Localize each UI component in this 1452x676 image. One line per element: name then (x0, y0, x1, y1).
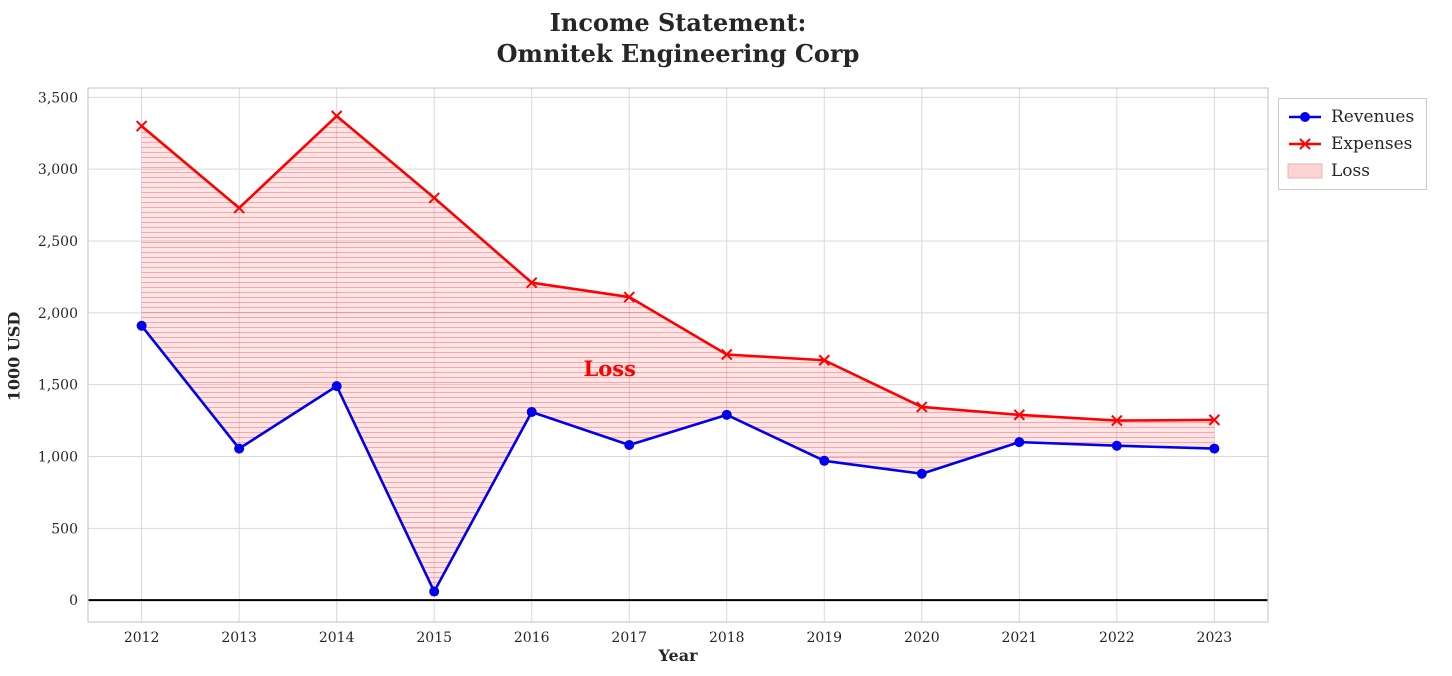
expenses-marker (428, 192, 440, 204)
x-tick-label: 2017 (611, 630, 647, 646)
x-axis-label: Year (658, 646, 698, 665)
revenues-marker (916, 468, 927, 479)
revenues-marker (1209, 443, 1220, 454)
y-tick-label: 2,500 (38, 234, 78, 250)
legend-label: Loss (1331, 161, 1370, 181)
y-tick-label: 3,500 (38, 90, 78, 106)
x-tick-label: 2018 (709, 630, 745, 646)
revenues-marker (624, 440, 635, 451)
y-tick-label: 1,500 (38, 378, 78, 394)
x-tick-label: 2014 (319, 630, 355, 646)
x-tick-label: 2023 (1197, 630, 1233, 646)
legend-entry-revenues: Revenues (1287, 107, 1414, 127)
x-tick-label: 2022 (1099, 630, 1135, 646)
legend-entry-expenses: Expenses (1287, 134, 1414, 154)
y-tick-label: 1,000 (38, 449, 78, 465)
chart-title: Income Statement: Omnitek Engineering Co… (88, 8, 1268, 69)
revenues-marker (136, 320, 147, 331)
x-tick-label: 2020 (904, 630, 940, 646)
legend: Revenues Expenses Loss (1278, 98, 1428, 190)
chart-title-line1: Income Statement: (549, 8, 807, 37)
revenues-marker (819, 455, 830, 466)
y-tick-label: 0 (69, 593, 78, 609)
expenses-marker (818, 354, 830, 366)
expenses-line-icon (1289, 138, 1321, 150)
revenues-marker (234, 443, 245, 454)
x-tick-label: 2019 (806, 630, 842, 646)
legend-label: Revenues (1331, 107, 1415, 127)
revenues-marker (429, 586, 440, 597)
revenues-marker (331, 381, 342, 392)
x-tick-label: 2021 (1002, 630, 1038, 646)
legend-label: Expenses (1331, 134, 1413, 154)
revenues-marker (721, 409, 732, 420)
x-tick-label: 2012 (124, 630, 160, 646)
y-tick-label: 3,000 (38, 162, 78, 178)
plot-border (87, 87, 1269, 623)
expenses-marker (233, 202, 245, 214)
expenses-marker (135, 120, 148, 132)
expenses-marker (330, 110, 343, 122)
revenues-line-icon (1289, 112, 1321, 122)
loss-annotation: Loss (584, 356, 636, 381)
expenses-marker (916, 401, 928, 413)
loss-area (141, 116, 1215, 592)
legend-entry-loss: Loss (1287, 161, 1414, 181)
chart-title-line2: Omnitek Engineering Corp (496, 38, 860, 68)
expenses-marker (721, 348, 733, 361)
x-tick-label: 2013 (221, 630, 257, 646)
expenses-marker (1208, 414, 1221, 426)
revenues-marker (526, 406, 537, 417)
loss-patch-icon (1287, 163, 1323, 179)
expenses-marker (1013, 409, 1026, 421)
expenses-line (140, 114, 1215, 422)
revenues-marker (1111, 440, 1122, 451)
y-tick-label: 2,000 (38, 306, 78, 322)
x-tick-label: 2015 (416, 630, 452, 646)
y-tick-label: 500 (51, 521, 78, 537)
revenues-line (140, 324, 1215, 593)
expenses-marker (623, 291, 635, 303)
x-tick-label: 2016 (514, 630, 550, 646)
revenues-marker (1014, 437, 1025, 448)
expenses-marker (526, 276, 538, 289)
expenses-marker (1111, 414, 1123, 427)
